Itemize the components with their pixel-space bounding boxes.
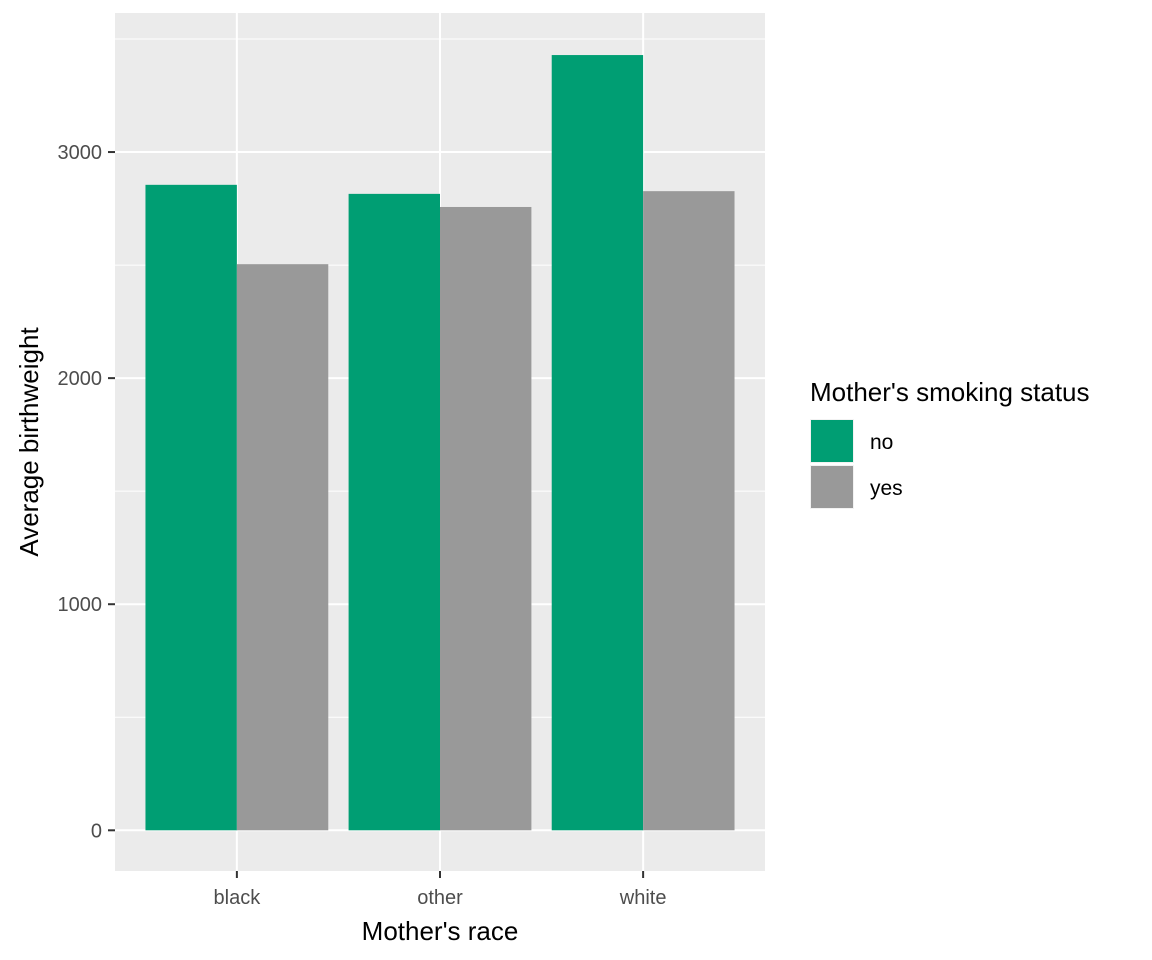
y-tick-label: 3000 bbox=[58, 142, 103, 164]
y-axis-title: Average birthweight bbox=[14, 327, 44, 557]
bar-white-no bbox=[551, 55, 644, 831]
y-tick-label: 1000 bbox=[58, 594, 103, 616]
x-tick-label: black bbox=[214, 887, 262, 909]
bars bbox=[145, 55, 735, 831]
bar-other-no bbox=[348, 193, 440, 831]
x-axis-title: Mother's race bbox=[362, 916, 519, 946]
legend-title: Mother's smoking status bbox=[810, 377, 1090, 407]
y-tick-label: 2000 bbox=[58, 368, 103, 390]
y-axis: 0 1000 2000 3000 bbox=[58, 142, 115, 842]
y-tick-label: 0 bbox=[91, 820, 102, 842]
bar-white-yes bbox=[643, 191, 735, 831]
x-tick-label: white bbox=[619, 887, 667, 909]
legend-label-no: no bbox=[870, 431, 893, 454]
bar-other-yes bbox=[440, 206, 532, 831]
bar-black-yes bbox=[236, 264, 329, 831]
legend-swatch-yes bbox=[811, 466, 853, 508]
legend-swatch-no bbox=[811, 420, 853, 462]
bar-black-no bbox=[145, 184, 237, 831]
x-tick-label: other bbox=[417, 887, 463, 909]
legend-label-yes: yes bbox=[870, 477, 903, 500]
x-axis: black other white bbox=[214, 871, 667, 909]
legend: Mother's smoking status no yes bbox=[810, 377, 1090, 509]
